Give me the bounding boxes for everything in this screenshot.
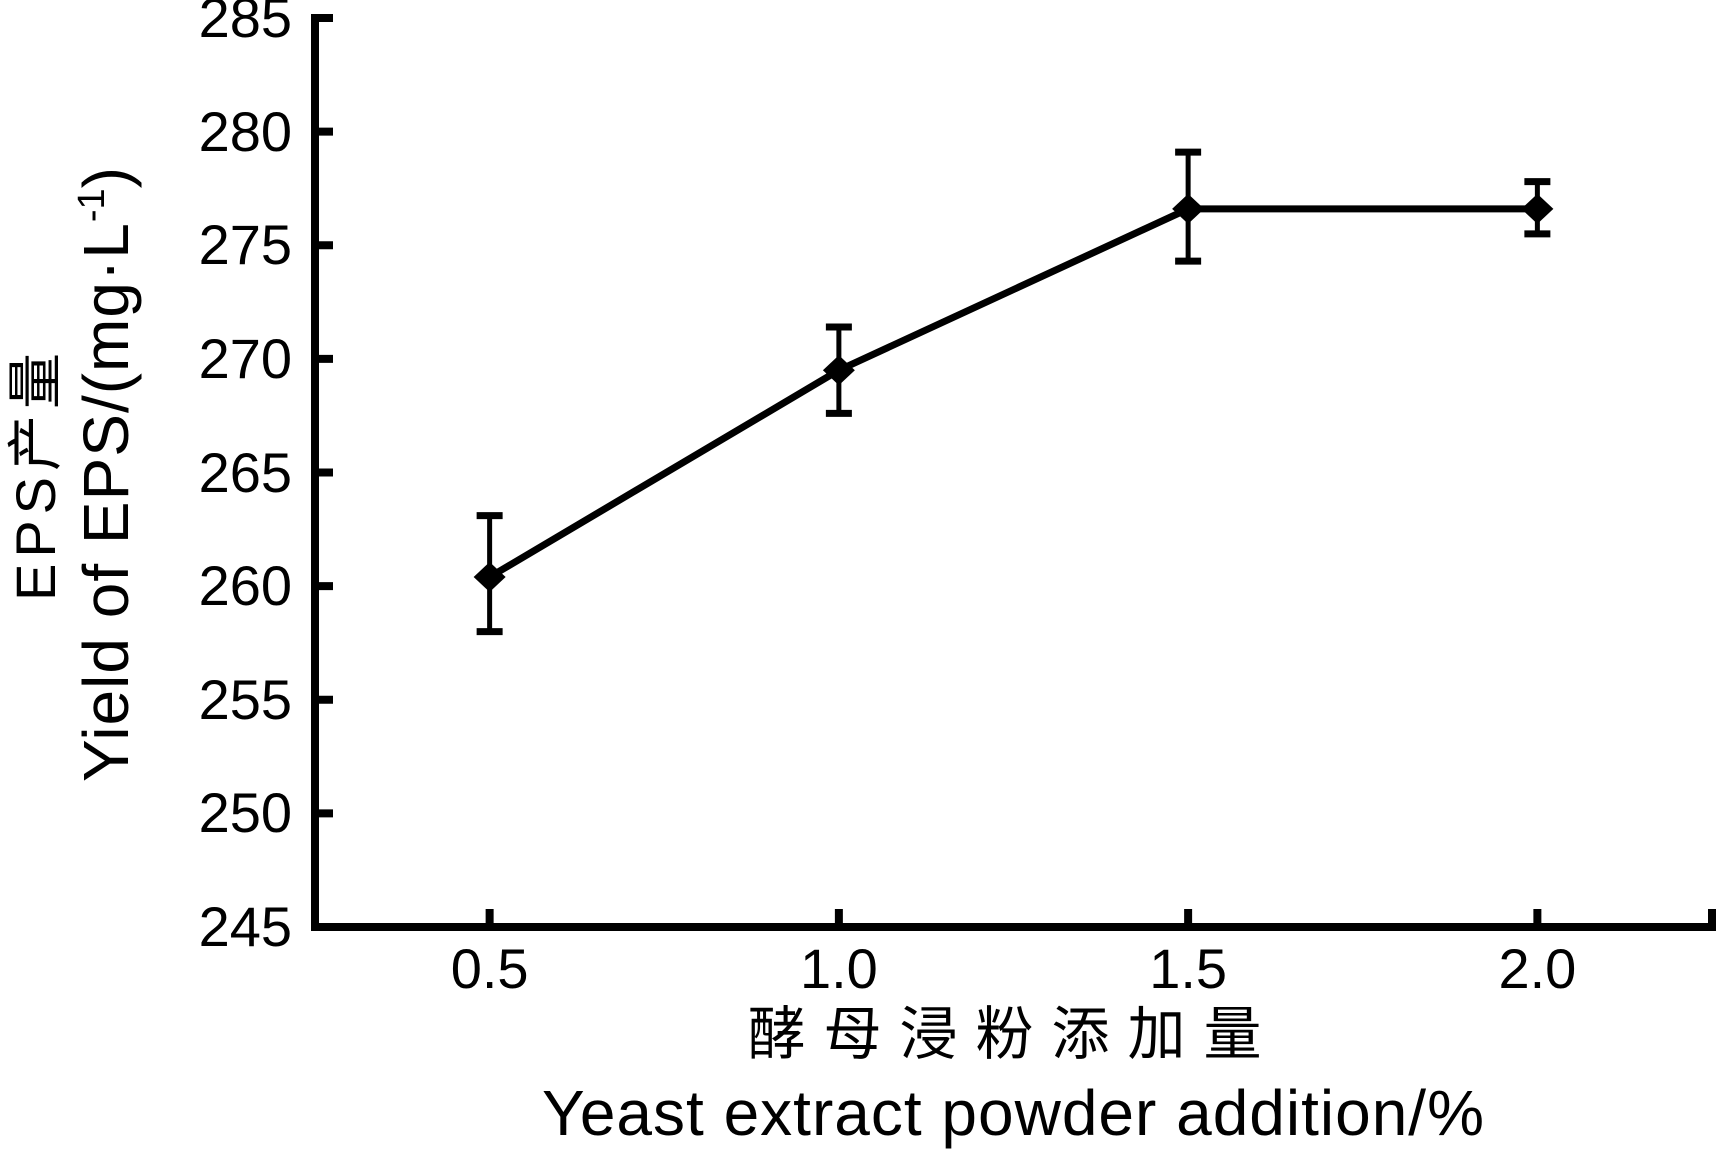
y-tick-label: 275: [198, 213, 292, 277]
y-axis-title-en: Yield of EPS/(mg·L-1): [67, 14, 155, 934]
data-line: [487, 205, 1538, 581]
data-point-marker: [473, 562, 506, 593]
x-tick-label: 1.0: [799, 937, 878, 1000]
y-tick-label: 250: [198, 781, 292, 845]
data-point-marker: [1172, 193, 1205, 224]
y-tick-label: 280: [198, 99, 292, 163]
x-tick-label: 2.0: [1498, 937, 1577, 1000]
y-axis-title-zh: EPS产量: [4, 346, 67, 602]
data-point-marker: [1521, 193, 1554, 224]
y-tick-label: 245: [198, 895, 292, 958]
x-tick-label: 1.5: [1149, 937, 1228, 1000]
x-axis-title: 酵母浸粉添加量 Yeast extract powder addition/%: [315, 1002, 1712, 1149]
y-axis-title-en-close: ): [70, 166, 142, 189]
y-tick-label: 260: [198, 554, 292, 618]
axis-line: [311, 14, 1716, 931]
x-tick-label: 0.5: [450, 937, 529, 1000]
data-point-marker: [822, 355, 855, 386]
y-tick-label: 265: [198, 440, 292, 504]
y-axis-title-en-text: Yield of EPS/(mg·L: [70, 222, 142, 782]
y-axis-title: EPS产量 Yield of EPS/(mg·L-1): [4, 14, 145, 934]
y-axis-title-superscript: -1: [71, 188, 113, 223]
x-axis-title-zh: 酵母浸粉添加量: [747, 1002, 1280, 1067]
y-tick-label: 270: [198, 326, 292, 390]
y-tick-label: 285: [198, 0, 292, 49]
x-axis-title-en: Yeast extract powder addition/%: [542, 1077, 1485, 1149]
y-tick-label: 255: [198, 667, 292, 731]
